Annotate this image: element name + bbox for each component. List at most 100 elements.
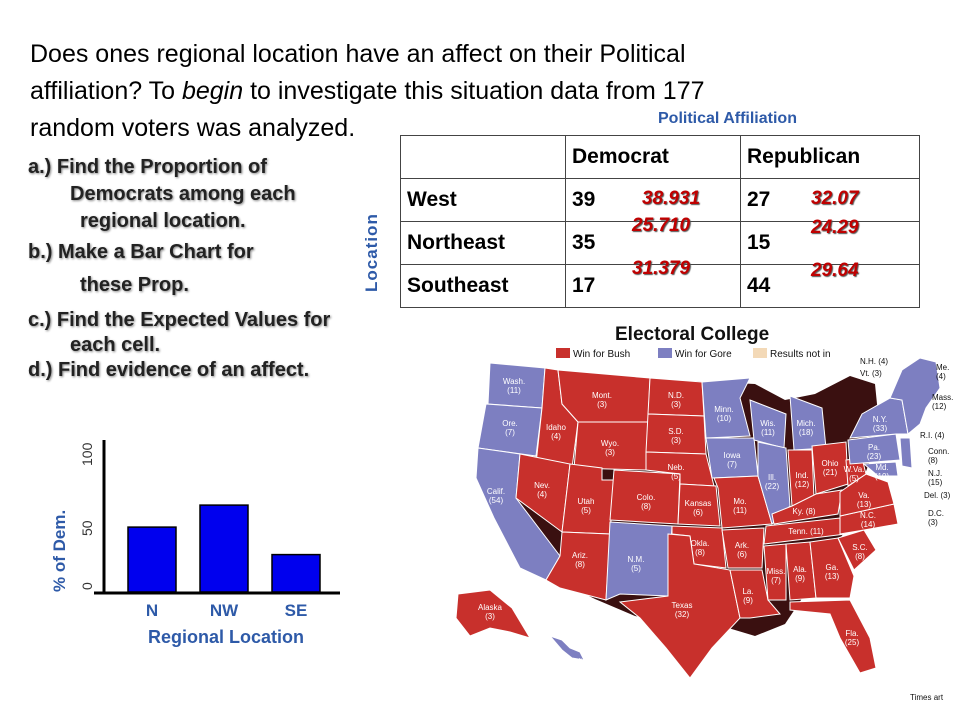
question-a-line1: a.) Find the Proportion of (28, 156, 267, 178)
state-label: Ariz. (8) (572, 551, 588, 569)
state-label: Ky. (8) (793, 507, 816, 516)
table-row: Southeast 17 31.379 44 29.64 (400, 258, 920, 308)
state-minn (701, 377, 751, 439)
state-label: Wyo. (3) (601, 439, 619, 457)
y-axis-title: % of Dem. (50, 510, 69, 592)
state-label: Okla. (8) (691, 539, 710, 557)
table-corner (400, 135, 566, 179)
electoral-map: Electoral College Win for Bush Win for G… (450, 318, 956, 708)
row-label-southeast: Southeast (400, 264, 566, 308)
expected-value: 32.07 (811, 188, 859, 209)
question-a-line2: Democrats among each (70, 183, 296, 205)
state-label: N.C. (14) (860, 511, 876, 529)
state-texas (618, 533, 741, 679)
state-label: S.C. (8) (852, 543, 868, 561)
y-tick-label: 0 (79, 582, 95, 590)
state-label: Alaska (3) (478, 603, 503, 621)
state-labels: Wash. (11) Ore. (7) Calif. (54) Idaho (4) Nev. (4… (478, 377, 889, 675)
table-row: West 39 38.931 27 32.07 (400, 178, 920, 222)
intro-line-2-pre: affiliation? To (30, 77, 182, 105)
state-label: La. (9) (742, 587, 753, 605)
map-title: Electoral College (615, 324, 769, 345)
state-label: Idaho (4) (546, 423, 567, 441)
state-label: Calif. (54) (487, 487, 505, 505)
state-label: Ill. (22) (765, 473, 780, 491)
state-sc (837, 529, 877, 571)
intro-line-3: random voters was analyzed. (30, 114, 356, 142)
row-label-northeast: Northeast (400, 221, 566, 265)
state-md (862, 461, 899, 477)
cell-northeast-dem: 35 25.710 (565, 215, 741, 265)
observed-value: 39 (572, 188, 596, 211)
state-nj (899, 437, 913, 469)
bar-chart: 0 50 100 % of Dem. N NW SE Regional Loca… (50, 440, 340, 647)
intro-line-2-post: to investigate this situation data from … (243, 77, 705, 105)
expected-value: 25.710 (632, 215, 691, 236)
expected-value: 38.931 (642, 188, 701, 209)
side-label: N.J. (15) (928, 469, 943, 487)
state-label: N.M. (5) (628, 555, 645, 573)
side-labels: N.H. (4) Vt. (3) Me. (4) Mass. (12) R.I. (4) Co… (860, 357, 953, 527)
side-label: Mass. (12) (932, 393, 953, 411)
state-ga (809, 537, 855, 599)
state-label: Utah (5) (578, 497, 595, 515)
bar-se (271, 553, 321, 593)
state-hawaii (548, 634, 585, 661)
side-label: N.H. (4) (860, 357, 888, 366)
state-label: Iowa (7) (724, 451, 741, 469)
map-credit: Times art (910, 693, 944, 702)
x-axis-title: Regional Location (148, 627, 304, 647)
legend-gore-swatch (658, 348, 672, 358)
y-tick-label: 100 (79, 442, 95, 466)
state-label: Wis. (11) (760, 419, 776, 437)
state-label: Nev. (4) (534, 481, 550, 499)
state-label: Colo. (8) (637, 493, 656, 511)
state-label: Miss. (7) (767, 567, 786, 585)
state-label: Md. (10) (875, 463, 890, 481)
state-label: Mich. (18) (796, 419, 815, 437)
question-c-line2: each cell. (70, 334, 161, 356)
cell-southeast-rep: 44 29.64 (740, 260, 920, 308)
state-miss (763, 543, 787, 601)
state-label: Fla. (25) (845, 629, 860, 647)
cell-southeast-dem: 17 31.379 (565, 258, 741, 308)
question-b-line1: b.) Make a Bar Chart for (28, 241, 254, 263)
legend-bush-label: Win for Bush (573, 349, 630, 360)
state-alaska (455, 589, 532, 639)
legend-bush-swatch (556, 348, 570, 358)
observed-value: 44 (747, 274, 771, 297)
state-label: Ala. (9) (793, 565, 807, 583)
intro-line-1: Does ones regional location have an affe… (30, 40, 686, 68)
state-mo (713, 475, 773, 529)
observed-value: 17 (572, 274, 596, 297)
side-label: Vt. (3) (860, 369, 882, 378)
state-label: W.Va. (5) (844, 465, 865, 483)
state-fla (789, 599, 877, 674)
x-tick-label: NW (210, 601, 239, 620)
cell-west-dem: 39 38.931 (565, 178, 741, 222)
side-label: Me. (4) (936, 363, 949, 381)
col-group-label: Political Affiliation (658, 110, 797, 127)
bar-n (127, 526, 177, 593)
state-label: Kansas (6) (685, 499, 712, 517)
state-new-england (889, 357, 941, 435)
intro-line-2: affiliation? To begin to investigate thi… (30, 73, 930, 110)
state-label: Ohio (21) (822, 459, 839, 477)
question-c-line1: c.) Find the Expected Values for (28, 309, 331, 331)
side-label: D.C. (3) (928, 509, 944, 527)
expected-value: 29.64 (811, 260, 859, 281)
header-republican: Republican (740, 135, 920, 179)
state-label: Tenn. (11) (788, 527, 824, 536)
bar-nw (199, 504, 249, 593)
state-label: Mo. (11) (733, 497, 747, 515)
bars-layer (127, 504, 321, 593)
state-label: Wash. (11) (503, 377, 525, 395)
legend-pending-swatch (753, 348, 767, 358)
state-label: Ore. (7) (502, 419, 518, 437)
state-nm (605, 521, 673, 601)
state-label: N.D. (3) (668, 391, 684, 409)
state-ore (477, 403, 543, 457)
state-label: Hawaii (4) (558, 657, 582, 675)
state-label: Neb. (5) (668, 463, 685, 481)
legend-pending-label: Results not in (770, 349, 831, 360)
